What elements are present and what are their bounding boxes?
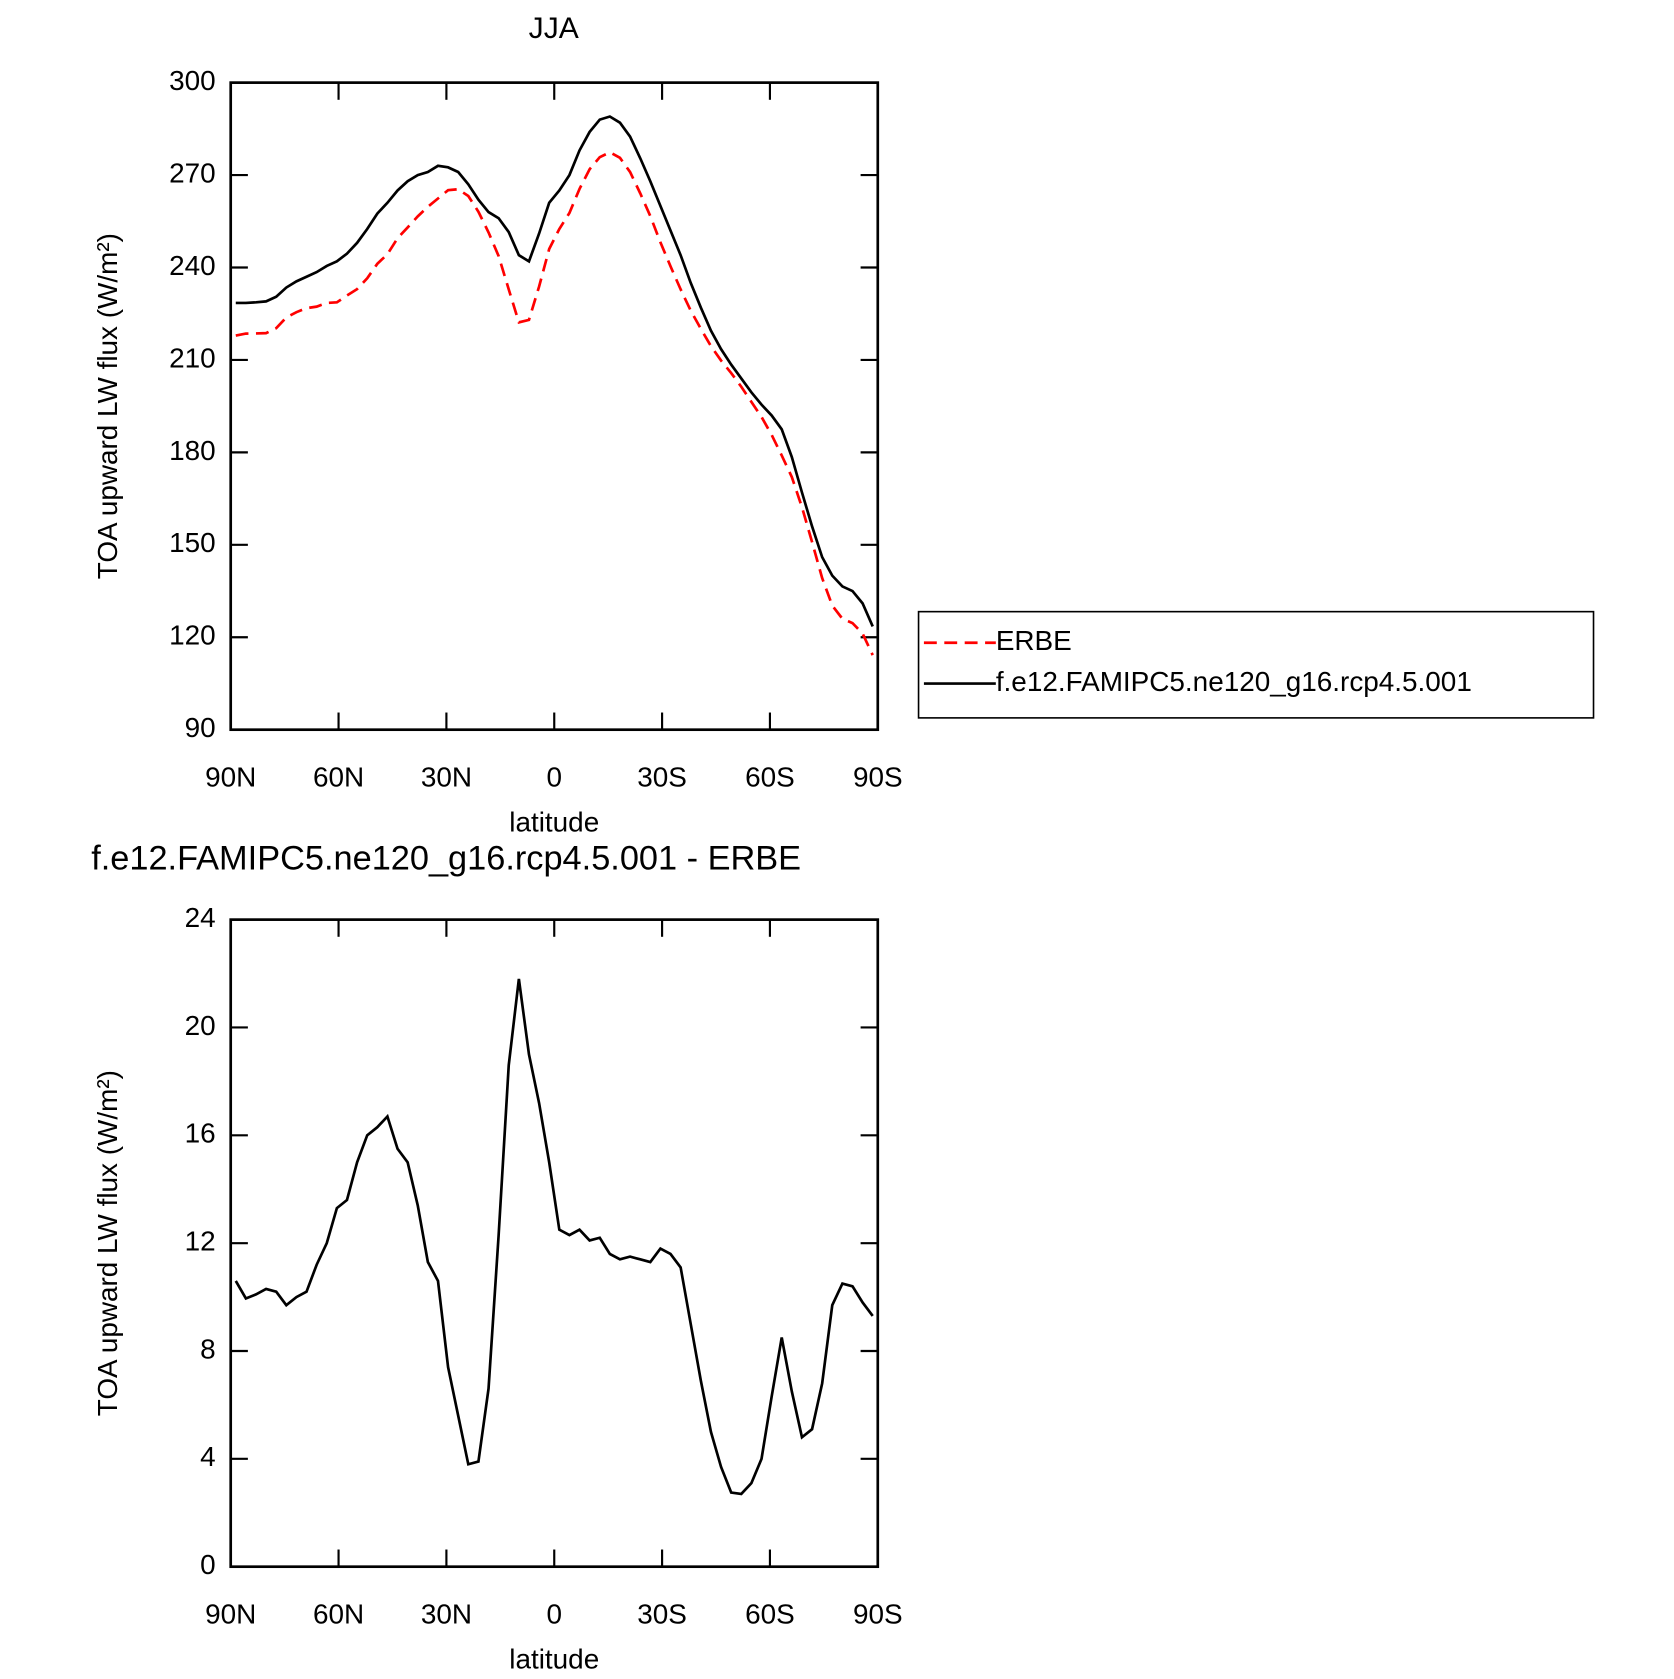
x-tick-label: 60N [313, 1598, 364, 1629]
y-tick-label: 270 [169, 157, 216, 188]
y-tick-label: 240 [169, 250, 216, 281]
series-line [234, 978, 874, 1496]
series-line [235, 150, 874, 656]
chart-title: f.e12.FAMIPC5.ne120_g16.rcp4.5.001 - ERB… [91, 840, 801, 878]
x-axis-label: latitude [509, 1643, 599, 1674]
x-tick-label: 30S [637, 1598, 687, 1629]
plot-frame [229, 81, 880, 732]
legend-label: ERBE [996, 625, 1072, 656]
x-tick-label: 30N [421, 1598, 472, 1629]
x-tick-label: 90N [205, 761, 256, 792]
legend-box [917, 610, 1595, 719]
y-tick-label: 24 [185, 902, 216, 933]
y-tick-label: 150 [169, 527, 216, 558]
x-axis-label: latitude [509, 806, 599, 837]
series-line [235, 115, 874, 628]
x-tick-label: 0 [546, 761, 562, 792]
y-tick-label: 120 [169, 620, 216, 651]
x-tick-label: 30N [421, 761, 472, 792]
y-tick-label: 210 [169, 342, 216, 373]
y-tick-label: 4 [200, 1441, 216, 1472]
legend-label: f.e12.FAMIPC5.ne120_g16.rcp4.5.001 [996, 666, 1472, 697]
y-tick-label: 90 [185, 712, 216, 743]
y-tick-label: 20 [185, 1010, 216, 1041]
x-tick-label: 90S [853, 761, 903, 792]
y-tick-label: 12 [185, 1226, 216, 1257]
x-tick-label: 0 [546, 1598, 562, 1629]
x-tick-label: 60N [313, 761, 364, 792]
chart-title: JJA [529, 12, 579, 45]
x-tick-label: 60S [745, 761, 795, 792]
y-tick-label: 180 [169, 435, 216, 466]
x-tick-label: 60S [745, 1598, 795, 1629]
y-tick-label: 0 [200, 1549, 216, 1580]
y-tick-label: 16 [185, 1118, 216, 1149]
y-axis-label: TOA upward LW flux (W/m²) [92, 1070, 123, 1416]
y-tick-label: 300 [169, 65, 216, 96]
x-tick-label: 30S [637, 761, 687, 792]
x-tick-label: 90S [853, 1598, 903, 1629]
x-tick-label: 90N [205, 1598, 256, 1629]
y-axis-label: TOA upward LW flux (W/m²) [92, 233, 123, 579]
y-tick-label: 8 [200, 1333, 216, 1364]
